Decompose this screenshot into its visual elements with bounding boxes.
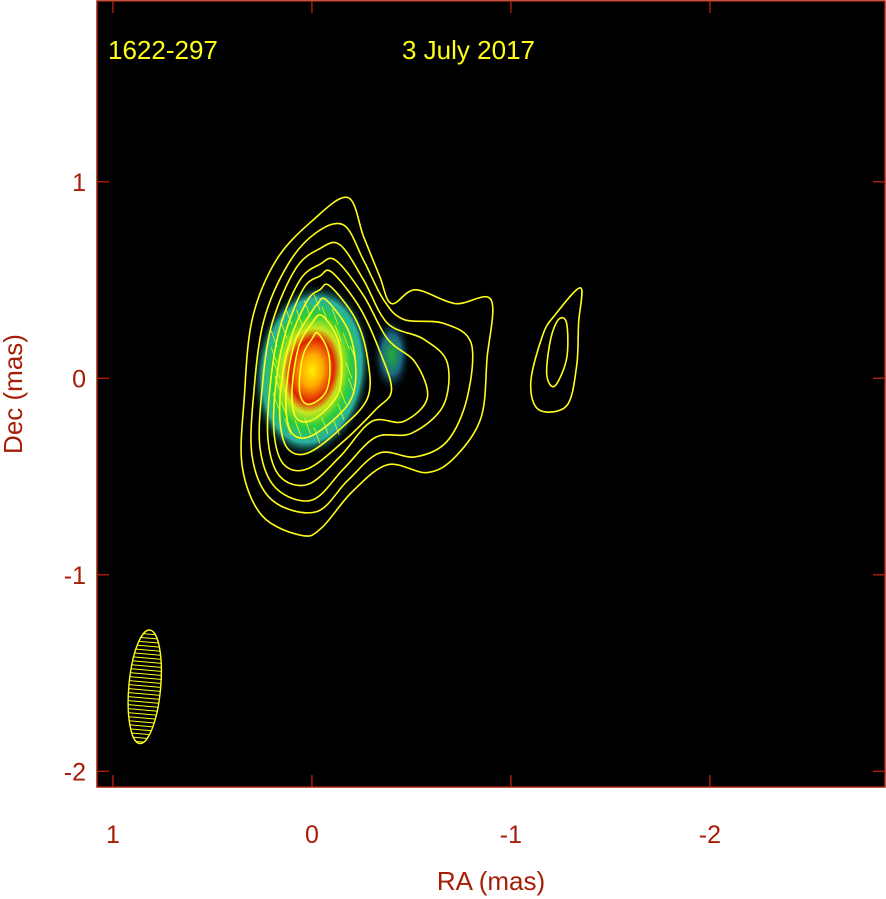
y-tick-label: 1 bbox=[72, 169, 86, 197]
contour-8 bbox=[298, 331, 331, 406]
observation-date-label: 3 July 2017 bbox=[402, 35, 535, 65]
contour-7 bbox=[291, 313, 343, 423]
jet-knot-emission bbox=[371, 315, 412, 395]
plot-frame bbox=[96, 0, 886, 788]
axis-ticks: 1 0 -1 -2 1 0 -1 -2 bbox=[64, 1, 885, 849]
y-tick-label: -2 bbox=[64, 758, 86, 786]
contour-9 bbox=[529, 287, 583, 413]
x-tick-label: -1 bbox=[500, 821, 522, 849]
polarization-vector bbox=[296, 309, 303, 327]
contour-1 bbox=[250, 222, 474, 514]
plot-background bbox=[97, 1, 885, 787]
x-tick-label: 0 bbox=[305, 821, 319, 849]
polarization-vector bbox=[284, 418, 292, 435]
source-name-label: 1622-297 bbox=[108, 35, 218, 65]
contour-6 bbox=[285, 297, 357, 439]
contour-layer bbox=[240, 196, 583, 537]
polarization-vector bbox=[332, 418, 340, 435]
contour-5 bbox=[278, 283, 371, 456]
polarization-vector bbox=[334, 324, 342, 342]
polarization-vector bbox=[304, 418, 312, 435]
contour-10 bbox=[545, 316, 569, 388]
polarization-vector bbox=[345, 362, 353, 379]
beam-layer bbox=[127, 629, 163, 745]
intensity-image bbox=[251, 282, 412, 459]
polarization-vector bbox=[321, 417, 329, 434]
polarization-vector bbox=[285, 308, 293, 325]
contour-3 bbox=[266, 257, 429, 487]
polarization-vector bbox=[313, 427, 321, 444]
y-tick-label: 0 bbox=[72, 365, 86, 393]
contour-2 bbox=[258, 241, 450, 502]
polarization-vector bbox=[280, 322, 288, 340]
polarization-vector bbox=[272, 392, 280, 409]
polarization-vector bbox=[339, 388, 347, 405]
beam-ellipse bbox=[127, 629, 163, 745]
y-tick-label: -1 bbox=[64, 562, 86, 590]
contour-0 bbox=[240, 196, 494, 537]
contour-4 bbox=[272, 269, 393, 472]
x-axis-label: RA (mas) bbox=[437, 866, 545, 896]
polarization-vector bbox=[294, 420, 302, 437]
polarization-vector bbox=[331, 308, 339, 325]
x-tick-label: 1 bbox=[106, 821, 120, 849]
x-tick-label: -2 bbox=[699, 821, 721, 849]
polarization-vector bbox=[313, 294, 321, 311]
y-axis-label: Dec (mas) bbox=[0, 334, 28, 454]
polarization-vector bbox=[342, 333, 350, 350]
